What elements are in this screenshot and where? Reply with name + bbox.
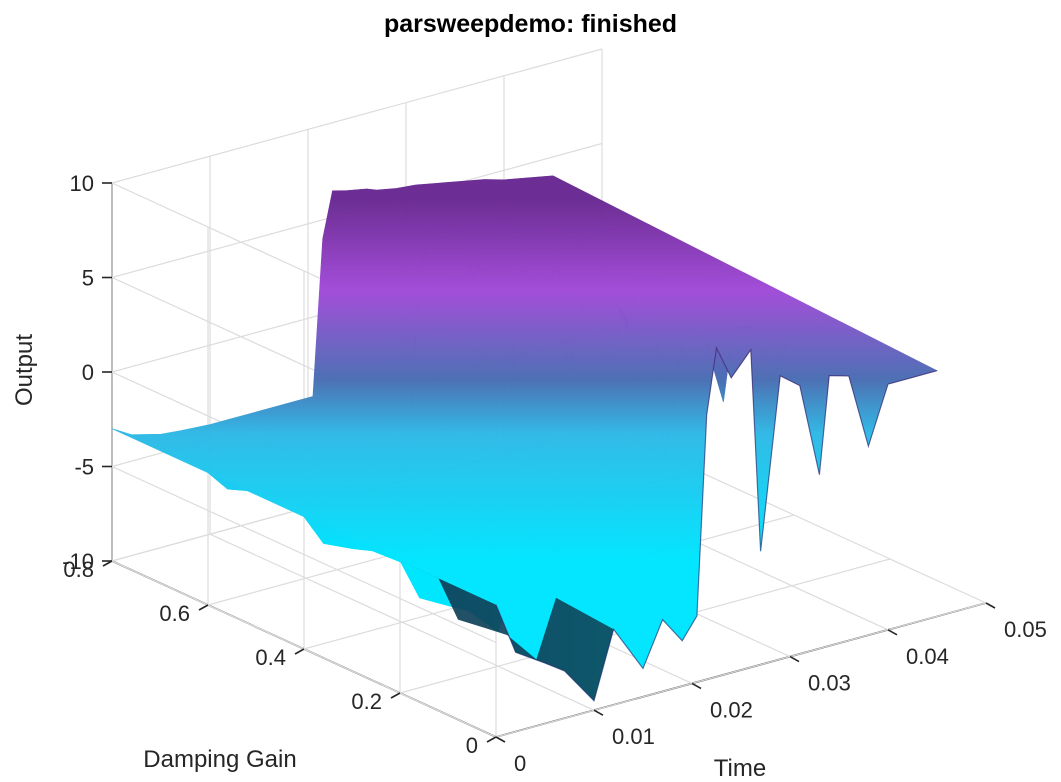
- x-tick-label: 0.03: [808, 671, 851, 696]
- x-axis-label: Time: [714, 755, 766, 782]
- x-tick-label: 0.01: [612, 724, 655, 749]
- surface: [111, 175, 938, 702]
- tick-marks: [102, 182, 996, 743]
- x-tick: [887, 629, 898, 636]
- x-tick: [691, 682, 702, 690]
- y-tick-label: 0.4: [255, 645, 286, 670]
- x-tick-label: 0.04: [906, 644, 949, 669]
- z-tick-label: -10: [62, 549, 94, 574]
- x-tick: [593, 709, 604, 716]
- y-tick-label: 0.6: [159, 601, 190, 626]
- grid-line: [495, 602, 987, 738]
- z-tick-label: 0: [82, 360, 94, 385]
- y-tick-label: 0.2: [351, 689, 382, 714]
- z-tick-label: -5: [74, 455, 94, 480]
- tick-labels: 0 0.01 0.02 0.03 0.04 0.05 0 0.2 0.4 0.6 0.8-10 -5 0…: [62, 171, 1047, 776]
- grid-line: [111, 465, 497, 644]
- y-tick: [486, 736, 497, 743]
- x-tick: [985, 602, 996, 609]
- grid-line: [111, 48, 603, 184]
- x-tick-label: 0.05: [1004, 617, 1047, 642]
- y-tick-label: 0.8: [63, 557, 94, 582]
- surface-front-profile: [495, 345, 938, 702]
- chart-title: parsweepdemo: finished: [383, 10, 678, 38]
- x-tick: [495, 736, 506, 743]
- y-tick-label: 0: [466, 733, 478, 758]
- x-tick: [789, 655, 800, 663]
- y-axis-label: Damping Gain: [143, 746, 296, 773]
- y-tick: [102, 560, 113, 567]
- z-axis-label: Output: [11, 334, 38, 406]
- z-tick-label: 5: [82, 266, 94, 291]
- x-tick-label: 0.02: [710, 697, 753, 722]
- y-tick: [294, 648, 305, 655]
- z-tick-label: 10: [70, 171, 94, 196]
- y-tick: [198, 604, 209, 611]
- x-tick-label: 0: [514, 751, 526, 776]
- y-tick: [390, 692, 401, 699]
